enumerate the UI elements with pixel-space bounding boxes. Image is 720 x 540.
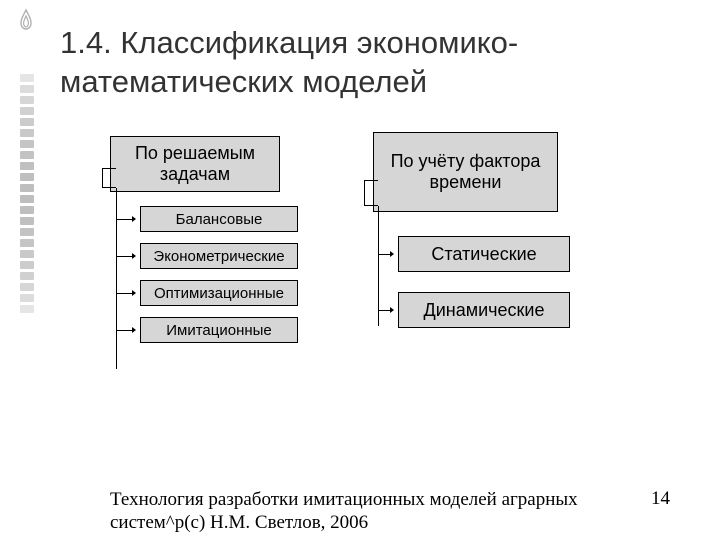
child-box: Динамические (398, 292, 570, 328)
right-group-header: По учёту фактора времени (373, 132, 558, 212)
footer-text: Технология разработки имитационных модел… (110, 488, 610, 534)
accent-square (20, 118, 34, 126)
right-trunk-line (378, 206, 379, 326)
accent-square (20, 195, 34, 203)
accent-square (20, 206, 34, 214)
page-number: 14 (651, 488, 670, 510)
left-trunk-line (116, 188, 117, 369)
accent-square (20, 272, 34, 280)
accent-square (20, 305, 34, 313)
child-box: Статические (398, 236, 570, 272)
child-box: Эконометрические (140, 243, 298, 269)
child-box: Оптимизационные (140, 280, 298, 306)
decor-flame-icon (17, 8, 35, 32)
right-connector-tab (364, 180, 378, 206)
accent-square (20, 162, 34, 170)
accent-square (20, 74, 34, 82)
arrowhead-icon (390, 251, 394, 257)
side-accent-strip (20, 74, 34, 316)
slide: 1.4. Классификация экономико-математичес… (0, 0, 720, 540)
accent-square (20, 85, 34, 93)
accent-square (20, 294, 34, 302)
slide-title: 1.4. Классификация экономико-математичес… (60, 24, 680, 102)
child-box: Имитационные (140, 317, 298, 343)
accent-square (20, 184, 34, 192)
accent-square (20, 96, 34, 104)
left-group-header: По решаемым задачам (110, 136, 280, 192)
accent-square (20, 173, 34, 181)
left-connector-tab (102, 168, 116, 188)
accent-square (20, 261, 34, 269)
accent-square (20, 217, 34, 225)
child-box: Балансовые (140, 206, 298, 232)
accent-square (20, 107, 34, 115)
accent-square (20, 239, 34, 247)
accent-square (20, 228, 34, 236)
accent-square (20, 250, 34, 258)
arrowhead-icon (132, 253, 136, 259)
accent-square (20, 140, 34, 148)
arrowhead-icon (390, 307, 394, 313)
arrowhead-icon (132, 290, 136, 296)
arrowhead-icon (132, 216, 136, 222)
accent-square (20, 129, 34, 137)
accent-square (20, 151, 34, 159)
accent-square (20, 283, 34, 291)
arrowhead-icon (132, 327, 136, 333)
